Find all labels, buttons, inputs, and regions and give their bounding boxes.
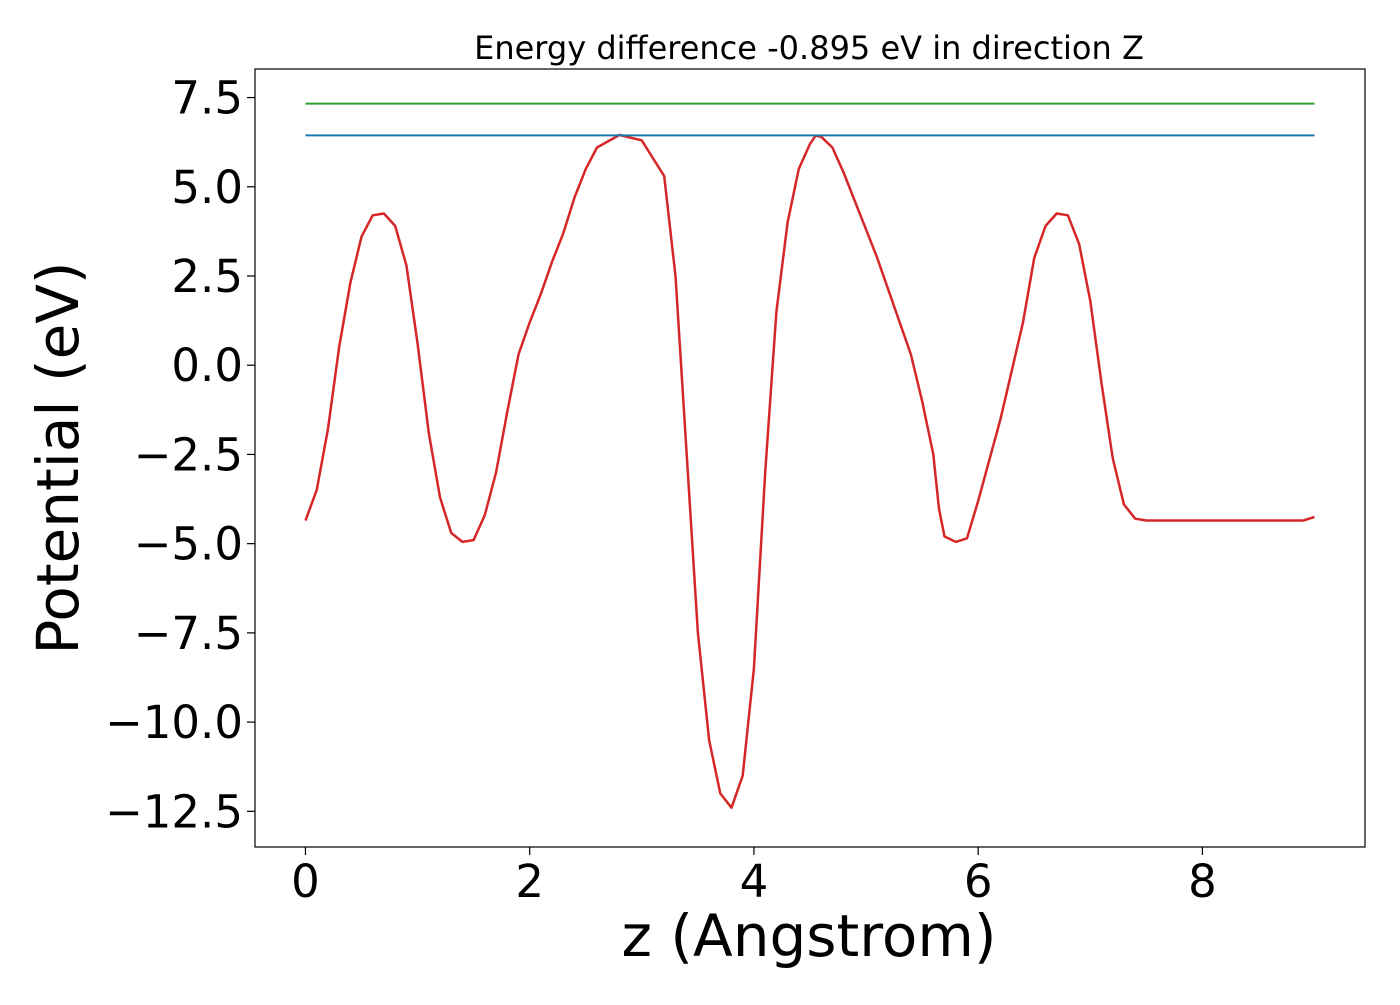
x-tick-label: 4: [740, 855, 769, 908]
y-tick-label: 0.0: [171, 339, 243, 392]
y-tick-label: −5.0: [134, 518, 243, 571]
plot-frame: [254, 68, 1366, 848]
y-tick-label: 2.5: [171, 250, 243, 303]
plot-area: [304, 102, 1315, 809]
chart-title: Energy difference -0.895 eV in direction…: [474, 29, 1144, 67]
x-axis-label: z (Angstrom): [622, 902, 997, 970]
y-tick-label: −2.5: [134, 428, 243, 481]
y-axis-label: Potential (eV): [24, 261, 92, 654]
x-tick-label: 6: [964, 855, 993, 908]
series-line-1: [304, 133, 1315, 809]
x-tick-label: 0: [291, 855, 320, 908]
x-tick-label: 2: [515, 855, 544, 908]
y-tick-label: 5.0: [171, 161, 243, 214]
x-axis: 0 2 4 6 8: [291, 847, 1217, 908]
y-tick-label: 7.5: [171, 72, 243, 125]
y-tick-label: −10.0: [105, 696, 243, 749]
y-tick-label: −7.5: [134, 607, 243, 660]
y-axis: 7.5 5.0 2.5 0.0 −2.5 −5.0 −7.5 −10.0 −12.5: [105, 72, 255, 838]
x-tick-label: 8: [1188, 855, 1217, 908]
y-tick-label: −12.5: [105, 785, 243, 838]
